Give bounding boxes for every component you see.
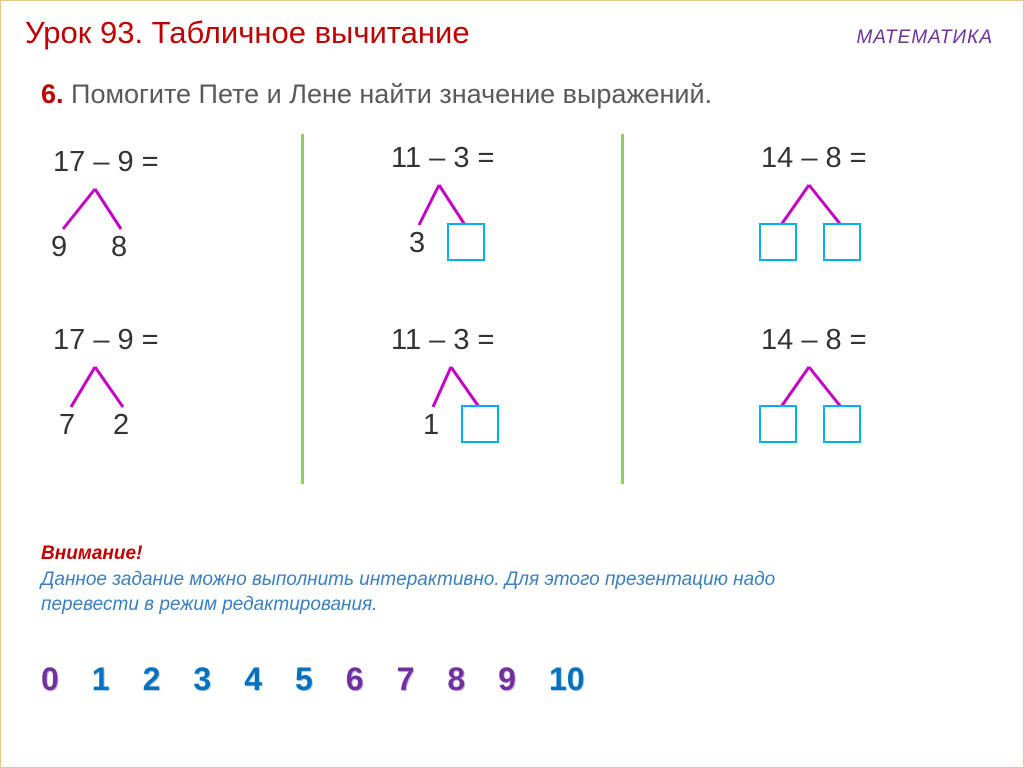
numline-3[interactable]: 3 (193, 661, 211, 698)
problem-2-top: 11 – 3 = 3 (391, 142, 511, 231)
numline-5[interactable]: 5 (295, 661, 313, 698)
problem-1-top: 17 – 9 = 9 8 (53, 146, 173, 235)
answer-box[interactable] (447, 223, 485, 261)
branch-left-value: 9 (51, 231, 67, 264)
branch-diagram: 3 (391, 181, 511, 231)
expression: 17 – 9 = (53, 146, 173, 179)
branch-right-value: 2 (113, 409, 129, 442)
numline-0[interactable]: 0 (41, 661, 59, 698)
branch-lines (53, 363, 173, 413)
answer-box[interactable] (759, 223, 797, 261)
answer-box[interactable] (759, 405, 797, 443)
attention-title: Внимание! (41, 541, 775, 567)
branch-diagram (761, 363, 891, 413)
expression: 14 – 8 = (761, 324, 891, 357)
header: Урок 93. Табличное вычитание МАТЕМАТИКА (1, 1, 1023, 51)
expression: 11 – 3 = (391, 142, 511, 175)
answer-box[interactable] (823, 405, 861, 443)
attention-line1: Данное задание можно выполнить интеракти… (41, 567, 775, 593)
numline-4[interactable]: 4 (244, 661, 262, 698)
numline-7[interactable]: 7 (397, 661, 415, 698)
answer-box[interactable] (823, 223, 861, 261)
branch-right-value: 8 (111, 231, 127, 264)
columns: 17 – 9 = 9 8 17 – 9 = 7 2 (1, 134, 1023, 514)
slide: Урок 93. Табличное вычитание МАТЕМАТИКА … (0, 0, 1024, 768)
column-divider-2 (621, 134, 624, 484)
number-line: 0123456789 10 (41, 661, 585, 698)
numline-2[interactable]: 2 (143, 661, 161, 698)
expression: 11 – 3 = (391, 324, 521, 357)
numline-6[interactable]: 6 (346, 661, 364, 698)
lesson-title: Урок 93. Табличное вычитание (25, 15, 470, 51)
numline-10[interactable]: 10 (549, 661, 585, 698)
numline-8[interactable]: 8 (447, 661, 465, 698)
attention-note: Внимание! Данное задание можно выполнить… (41, 541, 775, 618)
branch-lines (391, 363, 521, 413)
column-divider-1 (301, 134, 304, 484)
branch-left-value: 7 (59, 409, 75, 442)
branch-diagram: 1 (391, 363, 521, 413)
branch-left-value: 1 (423, 409, 439, 442)
expression: 14 – 8 = (761, 142, 891, 175)
task-number: 6. (41, 79, 64, 109)
problem-2-bottom: 11 – 3 = 1 (391, 324, 521, 413)
task-text: 6. Помогите Пете и Лене найти значение в… (1, 51, 1023, 110)
branch-diagram (761, 181, 891, 231)
numline-9[interactable]: 9 (498, 661, 516, 698)
problem-3-bottom: 14 – 8 = (761, 324, 891, 413)
expression: 17 – 9 = (53, 324, 173, 357)
branch-diagram: 7 2 (53, 363, 173, 413)
problem-1-bottom: 17 – 9 = 7 2 (53, 324, 173, 413)
numline-1[interactable]: 1 (92, 661, 110, 698)
branch-lines (53, 185, 173, 235)
answer-box[interactable] (461, 405, 499, 443)
problem-3-top: 14 – 8 = (761, 142, 891, 231)
attention-line2: перевести в режим редактирования. (41, 592, 775, 618)
branch-left-value: 3 (409, 227, 425, 260)
task-body: Помогите Пете и Лене найти значение выра… (64, 79, 713, 109)
branch-diagram: 9 8 (53, 185, 173, 235)
subject-label: МАТЕМАТИКА (856, 27, 993, 49)
